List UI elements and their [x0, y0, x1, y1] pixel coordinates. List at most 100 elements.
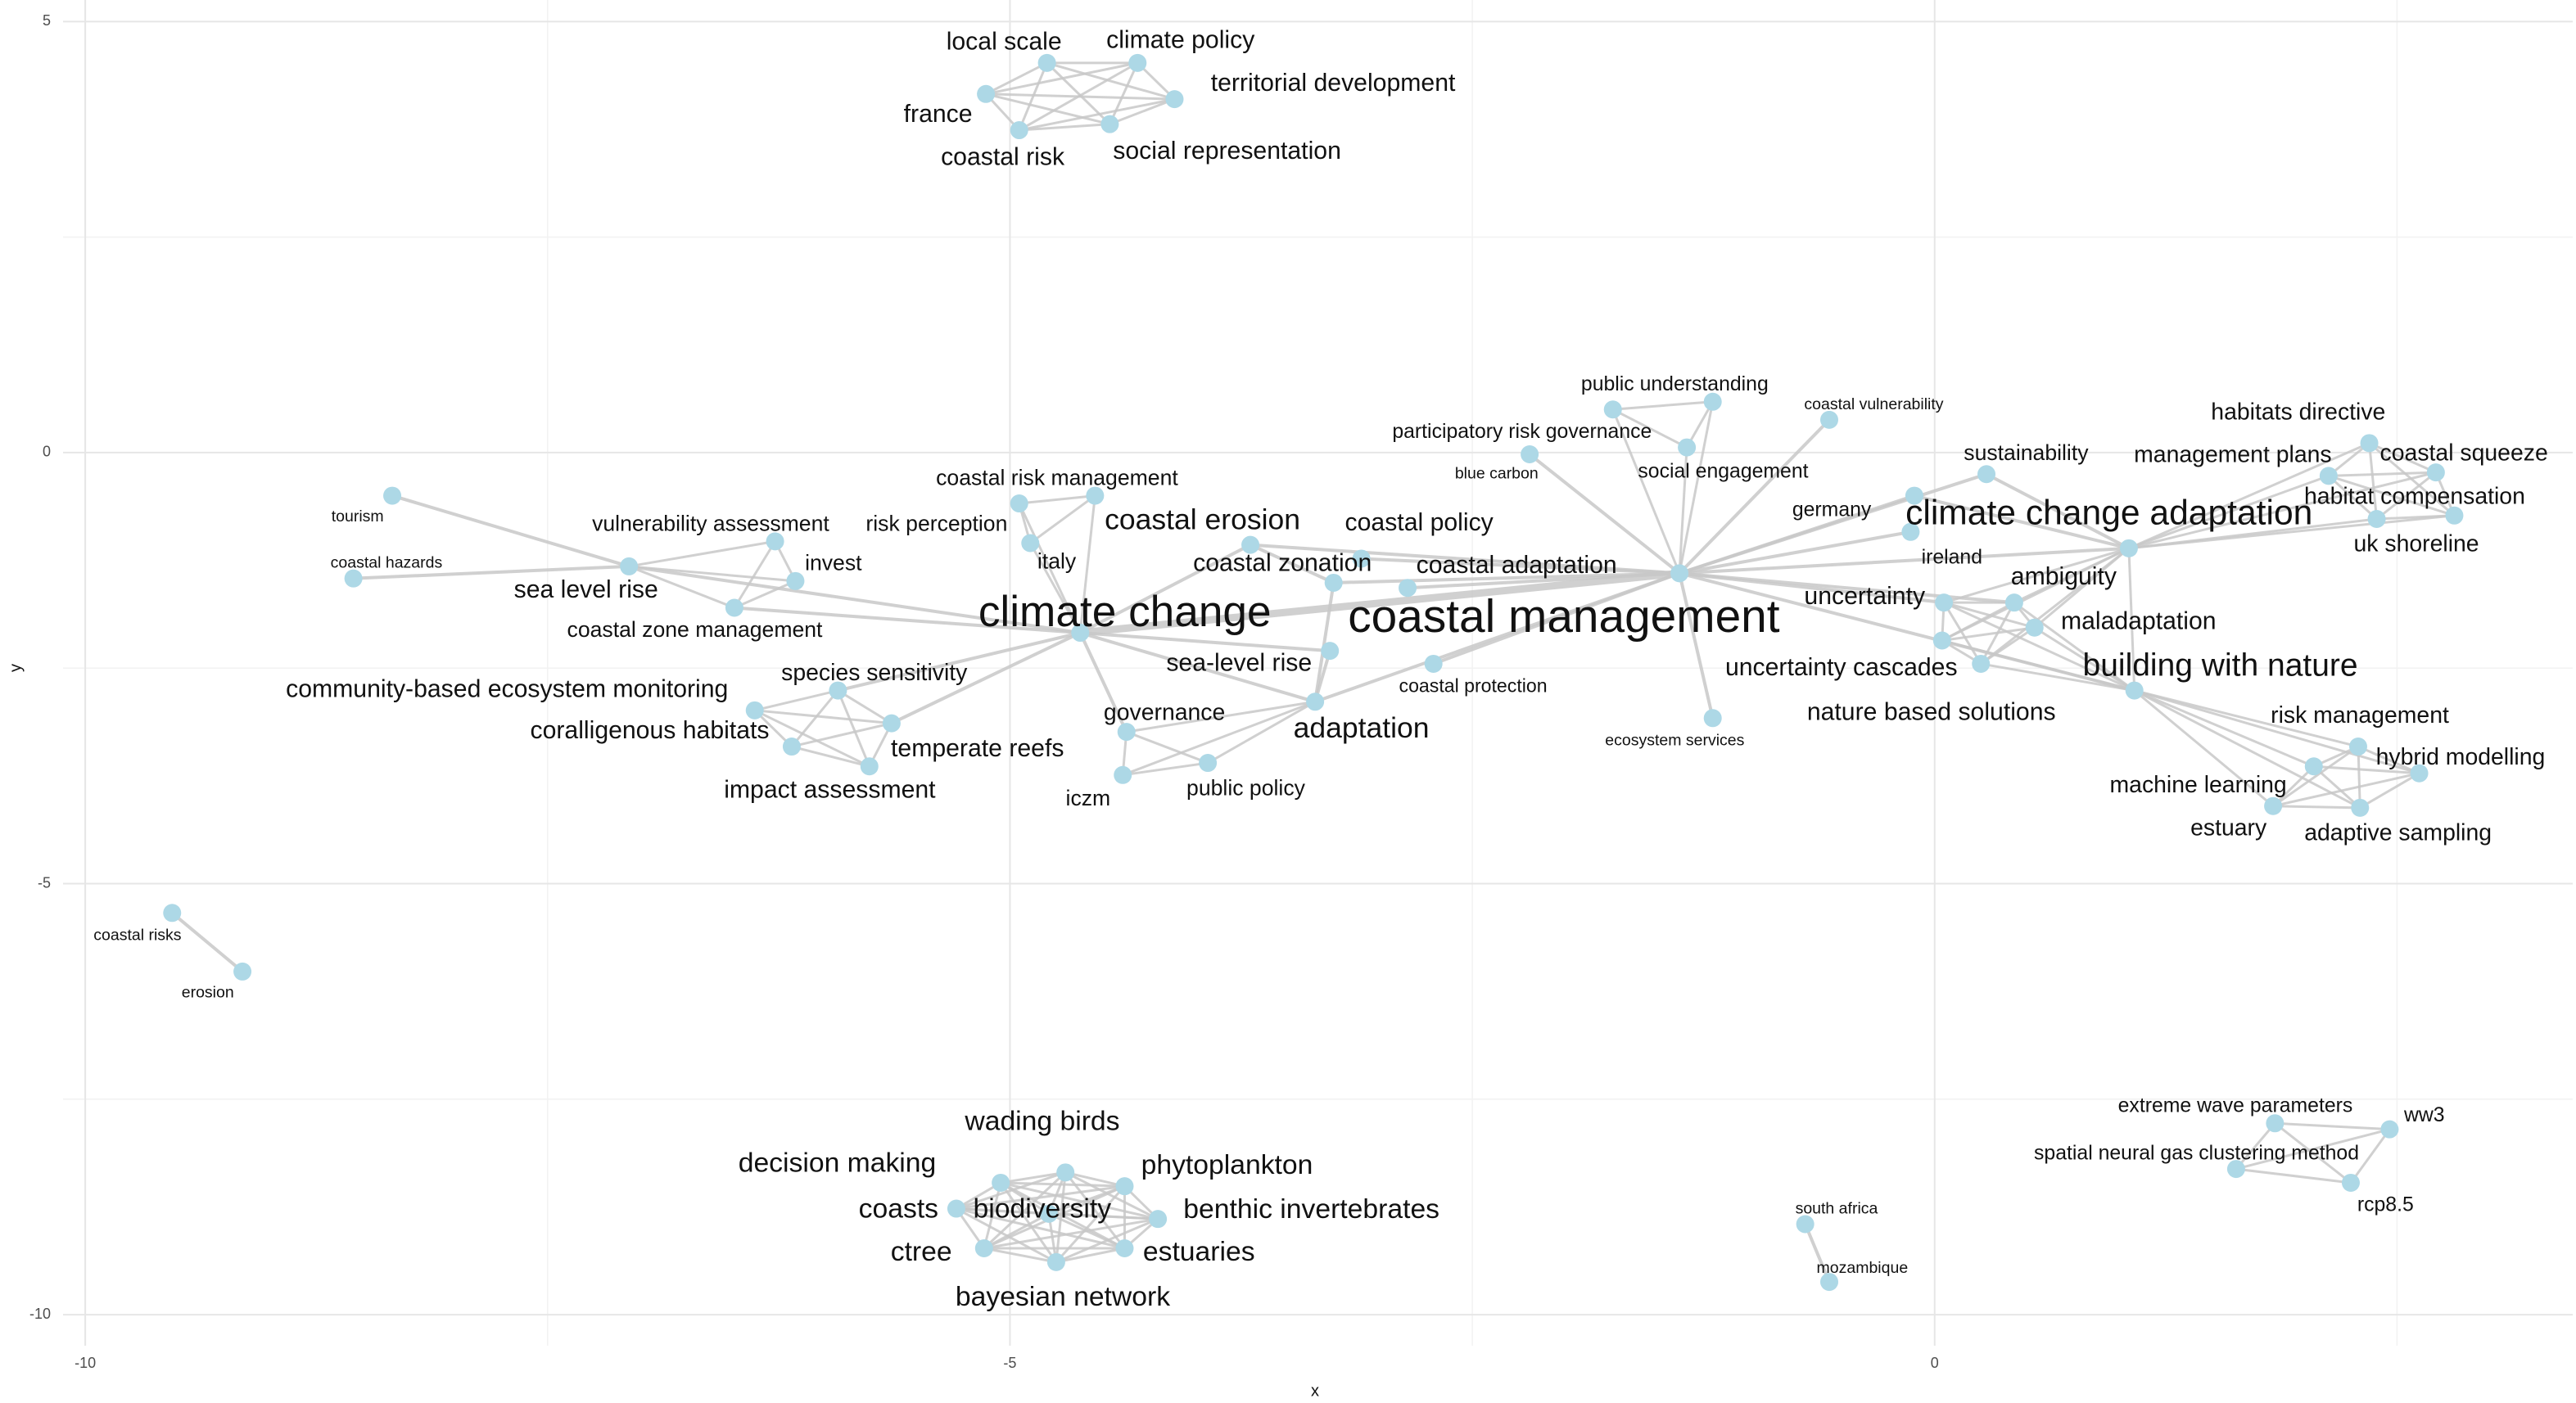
node — [1046, 1252, 1065, 1271]
node-label: machine learning — [2110, 772, 2287, 798]
node — [1977, 465, 1996, 484]
edge — [1679, 571, 2135, 692]
y-tick-label: 5 — [43, 12, 51, 29]
node — [977, 84, 996, 103]
node — [786, 571, 805, 590]
edge — [790, 689, 839, 748]
edge — [754, 709, 893, 725]
node — [1935, 593, 1954, 612]
node-label: benthic invertebrates — [1183, 1193, 1439, 1225]
node-label: climate change — [978, 588, 1272, 636]
node — [1056, 1163, 1075, 1182]
edge — [1079, 631, 1316, 704]
node — [1114, 765, 1132, 784]
edge — [1207, 700, 1316, 765]
edge — [2312, 765, 2361, 809]
edge — [1943, 547, 2130, 604]
edge — [1941, 547, 2130, 642]
edge — [1528, 453, 1681, 575]
node — [344, 569, 363, 588]
node-label: temperate reefs — [891, 735, 1064, 762]
edge — [353, 564, 630, 580]
edge — [2274, 1122, 2352, 1184]
edge — [2328, 474, 2455, 517]
edge — [2235, 1167, 2352, 1184]
node-label: phytoplankton — [1141, 1149, 1313, 1180]
node — [2125, 681, 2144, 700]
node-label: germany — [1792, 498, 1872, 521]
y-tick-label: -5 — [38, 874, 51, 891]
node — [1021, 534, 1040, 553]
edge — [2272, 745, 2359, 807]
node — [1703, 392, 1722, 411]
node-label: tourism — [332, 508, 384, 526]
node-label: sea-level rise — [1166, 649, 1312, 676]
node-label: sea level rise — [514, 576, 658, 603]
node — [1352, 549, 1371, 568]
edge — [1122, 700, 1316, 777]
node-label: local scale — [947, 29, 1062, 56]
edge — [1109, 97, 1175, 126]
edge — [170, 911, 244, 973]
edge — [2375, 471, 2437, 521]
node-label: impact assessment — [724, 777, 936, 804]
node-label: species sensitivity — [781, 660, 968, 686]
node — [1820, 1273, 1839, 1292]
edges — [170, 61, 2456, 1283]
node — [2264, 796, 2283, 815]
node-label: extreme wave parameters — [2118, 1095, 2353, 1117]
node — [1306, 692, 1325, 711]
edge — [1048, 1212, 1159, 1220]
node-label: coastal risk management — [936, 465, 1178, 489]
node — [1010, 494, 1028, 513]
edge — [1080, 631, 1331, 653]
edge — [985, 92, 1110, 126]
node — [2025, 618, 2044, 637]
node-label: uk shoreline — [2354, 531, 2479, 557]
node — [1165, 90, 1184, 109]
node-label: coastal hazards — [331, 554, 443, 572]
node-label: uncertainty — [1804, 583, 1926, 610]
edge — [956, 1207, 1125, 1250]
edge — [734, 580, 797, 609]
node — [1149, 1210, 1168, 1229]
edge — [1943, 601, 2135, 692]
edge — [1941, 626, 2035, 642]
node — [1678, 438, 1697, 457]
edge — [1109, 62, 1139, 125]
edge — [2033, 626, 2135, 692]
node — [2119, 539, 2138, 557]
node — [2004, 593, 2023, 612]
node-label: erosion — [182, 983, 234, 1001]
node-label: coralligenous habitats — [530, 717, 769, 744]
edge — [1612, 408, 1688, 449]
node-label: bayesian network — [956, 1281, 1170, 1312]
node — [1071, 624, 1090, 643]
edge — [2134, 689, 2359, 748]
edge — [983, 1212, 1050, 1250]
edge — [1678, 418, 1831, 575]
node — [2360, 434, 2379, 453]
node-label: wading birds — [964, 1106, 1119, 1137]
node-label: hybrid modelling — [2376, 744, 2546, 770]
node-label: sustainability — [1964, 440, 2089, 465]
edge — [2134, 689, 2420, 775]
edge — [836, 690, 871, 767]
node-label: coastal risk — [941, 143, 1065, 170]
edge — [2235, 1122, 2276, 1171]
node — [860, 757, 879, 776]
node — [1321, 642, 1340, 661]
node-label: coastal zonation — [1193, 550, 1372, 577]
edge — [1000, 1171, 1066, 1184]
node-label: habitat compensation — [2304, 483, 2525, 509]
node-label: climate change adaptation — [1905, 494, 2312, 533]
node — [725, 598, 743, 617]
x-tick-label: -10 — [75, 1355, 96, 1371]
edge — [2127, 548, 2136, 691]
edge — [2128, 474, 2330, 550]
edge — [1612, 400, 1713, 411]
node — [1670, 564, 1689, 583]
node-label: estuary — [2190, 814, 2267, 841]
node-label: spatial neural gas clustering method — [2034, 1142, 2359, 1164]
